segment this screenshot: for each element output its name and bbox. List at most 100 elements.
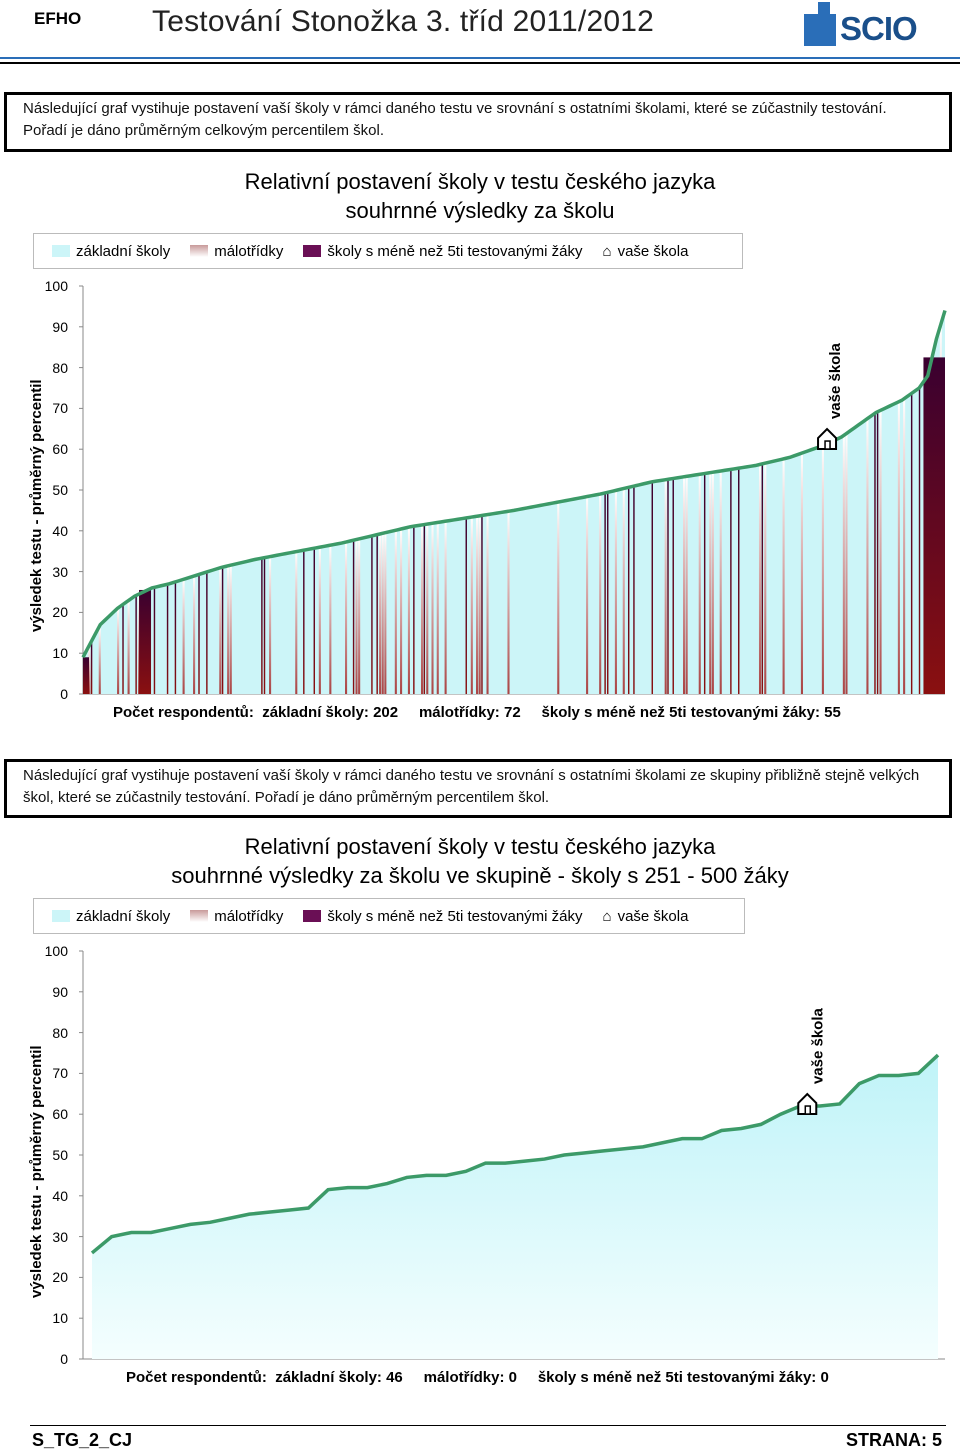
chart1-bar — [174, 582, 177, 694]
chart1-bar — [371, 536, 373, 694]
footer-rule — [30, 1425, 946, 1426]
y-tick-label: 70 — [52, 400, 68, 417]
chart1-bar — [821, 445, 824, 694]
y-tick-label: 20 — [52, 1269, 68, 1286]
chart2-your-school-label: vaše škola — [809, 1007, 826, 1084]
legend-zakladni: základní školy — [52, 243, 170, 260]
chart1-legend: základní školy málotřídky školy s méně n… — [33, 233, 743, 269]
chart1-bar — [355, 539, 358, 694]
chart1-your-school-label: vaše škola — [827, 342, 844, 419]
chart1-bar — [800, 453, 803, 694]
chart1-bar — [407, 527, 410, 694]
y-tick-label: 60 — [52, 441, 68, 458]
chart2-respondents: Počet respondentů: základní školy: 46 má… — [126, 1369, 829, 1386]
chart1-bar — [193, 576, 196, 694]
chart1-bar — [420, 525, 424, 694]
chart1-bar — [703, 473, 706, 694]
chart1-bar — [738, 468, 740, 694]
chart1-bar — [83, 657, 89, 694]
chart1-bar — [269, 556, 272, 694]
chart1-respondents: Počet respondentů: základní školy: 202 m… — [113, 704, 841, 721]
chart1-bar — [897, 402, 900, 694]
chart1-bar — [379, 534, 382, 694]
chart2-plot: vaše škola — [79, 950, 945, 1360]
header-rule-black — [0, 62, 960, 64]
y-tick-label: 10 — [52, 645, 68, 662]
y-tick-label: 70 — [52, 1065, 68, 1082]
chart1-bar — [633, 486, 635, 694]
chart1-bar — [876, 412, 879, 694]
house-door — [804, 1105, 812, 1115]
chart1-bar — [263, 557, 266, 694]
chart1-bar — [470, 517, 473, 694]
chart1-bar — [903, 399, 906, 694]
y-tick-label: 30 — [52, 1228, 68, 1245]
chart1-bar — [586, 496, 589, 694]
chart1-bar — [394, 530, 397, 694]
chart1-bar — [98, 627, 101, 694]
legend-vase: ⌂ vaše škola — [602, 242, 689, 260]
chart1-bar — [719, 471, 722, 694]
y-tick-label: 20 — [52, 604, 68, 621]
chart2-title: Relativní postavení školy v testu českéh… — [244, 834, 716, 859]
y-tick-label: 50 — [52, 1147, 68, 1163]
chart1-line — [81, 309, 947, 659]
chart1-bar — [384, 532, 387, 694]
chart1-bar — [426, 524, 429, 694]
chart1-bar — [88, 647, 91, 694]
y-tick-label: 100 — [44, 943, 68, 959]
chart1-bar — [842, 436, 845, 694]
y-tick-label: 50 — [52, 482, 68, 498]
footer-page: STRANA: 5 — [845, 1430, 942, 1450]
chart1-subtitle: souhrnné výsledky za školu — [345, 198, 615, 223]
y-tick-label: 0 — [60, 1351, 68, 1367]
chart1-bar — [481, 515, 483, 694]
y-tick-label: 10 — [52, 1310, 68, 1327]
chart1-bar — [295, 551, 298, 694]
house-icon: ⌂ — [602, 907, 612, 925]
house-icon: ⌂ — [602, 242, 612, 260]
chart1-bar — [730, 469, 732, 694]
header-rule-blue — [0, 57, 960, 59]
chart2-line — [90, 1053, 940, 1255]
chart1-bar — [614, 490, 617, 694]
house-icon — [817, 427, 838, 451]
chart2-subtitle: souhrnné výsledky za školu ve skupině - … — [171, 863, 789, 888]
chart1-bar — [400, 529, 403, 694]
chart2-description: Následující graf vystihuje postavení vaš… — [4, 759, 952, 818]
y-tick-label: 90 — [52, 983, 68, 1000]
house-icon — [797, 1092, 818, 1116]
chart1-bar — [117, 608, 120, 694]
chart1-bar — [698, 474, 701, 694]
legend-malotridky: málotřídky — [190, 243, 283, 260]
chart1-bar — [604, 493, 606, 694]
chart1-bar — [465, 518, 467, 694]
legend-vase: ⌂ vaše škola — [602, 907, 689, 925]
chart1-bar — [910, 393, 913, 694]
header-code: EFHO — [34, 9, 82, 28]
chart1-bar — [90, 642, 93, 694]
chart1-bar — [664, 479, 667, 694]
chart1-bar — [198, 574, 200, 694]
chart1-bar — [219, 568, 222, 694]
chart1-bar — [135, 595, 137, 694]
chart1-bar — [667, 479, 669, 694]
chart1-bar — [651, 481, 653, 694]
chart1-bar — [166, 584, 169, 694]
y-tick-label: 60 — [52, 1106, 68, 1123]
chart1-bar — [761, 464, 764, 694]
chart1-bar — [153, 587, 156, 694]
chart1-bar — [557, 502, 560, 694]
chart1-bar — [358, 539, 361, 694]
chart1-plot: vaše škola — [79, 285, 947, 695]
chart2-legend: základní školy málotřídky školy s méně n… — [33, 898, 745, 934]
y-tick-label: 40 — [52, 522, 68, 539]
legend-zakladni: základní školy — [52, 908, 170, 925]
chart1-bar — [622, 488, 625, 694]
chart1-bar — [423, 524, 426, 694]
chart1-bar — [122, 604, 124, 694]
chart1-bar — [879, 410, 882, 694]
chart1-bar — [227, 566, 230, 694]
chart1-bar — [182, 579, 185, 694]
chart1-bar — [436, 522, 439, 694]
